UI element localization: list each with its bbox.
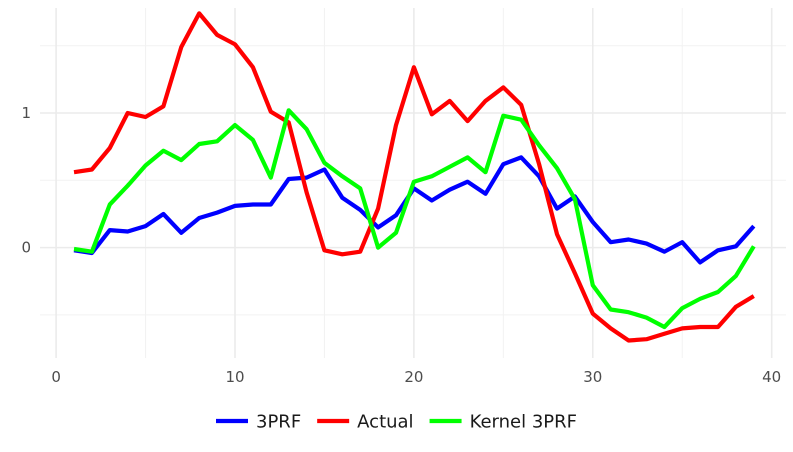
- x-tick-label: 10: [225, 368, 244, 386]
- legend: 3PRF Actual Kernel 3PRF: [216, 412, 577, 433]
- y-tick-label: 0: [21, 239, 31, 257]
- grid-minor: [40, 8, 786, 358]
- series-line-kernel-3prf: [73, 108, 756, 330]
- y-axis-ticks: 01: [21, 104, 31, 257]
- legend-label-3prf: 3PRF: [256, 412, 301, 433]
- x-tick-label: 40: [762, 368, 781, 386]
- series-line-actual: [73, 11, 755, 343]
- x-axis-ticks: 0 10 20 30 40: [51, 368, 781, 386]
- y-tick-label: 1: [21, 104, 31, 122]
- x-tick-label: 0: [51, 368, 61, 386]
- legend-label-kernel-3prf: Kernel 3PRF: [470, 412, 577, 433]
- x-tick-label: 30: [583, 368, 602, 386]
- series-lines: [73, 11, 756, 343]
- x-tick-label: 20: [404, 368, 423, 386]
- series-line-3prf: [73, 155, 756, 265]
- legend-label-actual: Actual: [357, 412, 413, 433]
